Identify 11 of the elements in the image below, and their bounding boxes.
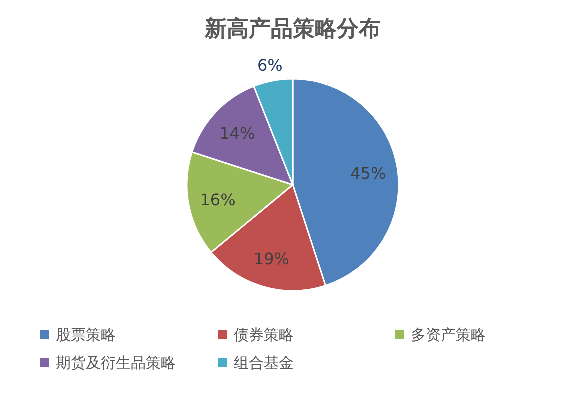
data-label: 6%: [257, 56, 283, 76]
legend-label: 债券策略: [234, 326, 294, 344]
data-label: 19%: [254, 249, 290, 268]
legend-label: 股票策略: [56, 326, 116, 344]
legend-label: 期货及衍生品策略: [56, 354, 176, 372]
data-label: 14%: [220, 124, 256, 143]
legend-label: 组合基金: [234, 354, 294, 372]
data-label: 45%: [350, 164, 386, 184]
legend-label: 多资产策略: [411, 326, 486, 344]
data-label: 16%: [200, 190, 236, 210]
chart-title: 新高产品策略分布: [204, 16, 381, 42]
